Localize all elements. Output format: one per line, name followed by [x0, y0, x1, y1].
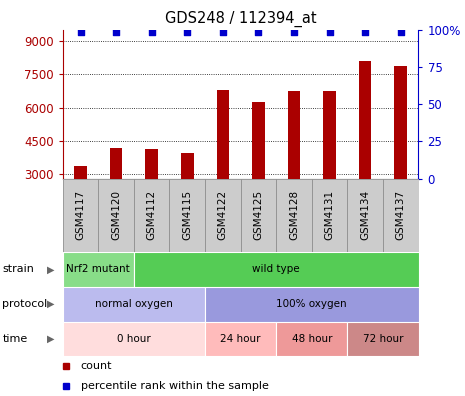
- Text: GSM4112: GSM4112: [146, 190, 157, 240]
- Text: GSM4131: GSM4131: [325, 190, 335, 240]
- Title: GDS248 / 112394_at: GDS248 / 112394_at: [165, 11, 317, 27]
- Text: percentile rank within the sample: percentile rank within the sample: [80, 381, 268, 391]
- Text: ▶: ▶: [47, 299, 55, 309]
- Bar: [63, 287, 205, 322]
- Bar: [74, 166, 87, 179]
- Point: [113, 29, 120, 35]
- Text: 24 hour: 24 hour: [220, 334, 261, 344]
- Bar: [312, 179, 347, 252]
- Text: GSM4134: GSM4134: [360, 190, 370, 240]
- Bar: [99, 179, 134, 252]
- Text: 0 hour: 0 hour: [117, 334, 151, 344]
- Point: [361, 29, 369, 35]
- Text: wild type: wild type: [252, 264, 300, 274]
- Text: strain: strain: [2, 264, 34, 274]
- Point: [290, 29, 298, 35]
- Bar: [288, 91, 300, 179]
- Text: ▶: ▶: [47, 334, 55, 344]
- Bar: [169, 179, 205, 252]
- Bar: [134, 179, 169, 252]
- Bar: [63, 179, 99, 252]
- Point: [219, 29, 226, 35]
- Text: GSM4128: GSM4128: [289, 190, 299, 240]
- Text: GSM4122: GSM4122: [218, 190, 228, 240]
- Bar: [63, 322, 205, 356]
- Bar: [359, 61, 372, 179]
- Bar: [181, 153, 193, 179]
- Point: [397, 29, 405, 35]
- Bar: [347, 179, 383, 252]
- Text: 100% oxygen: 100% oxygen: [277, 299, 347, 309]
- Bar: [323, 91, 336, 179]
- Point: [184, 29, 191, 35]
- Bar: [217, 90, 229, 179]
- Text: protocol: protocol: [2, 299, 47, 309]
- Bar: [110, 148, 122, 179]
- Bar: [134, 252, 418, 287]
- Bar: [347, 322, 418, 356]
- Point: [148, 29, 155, 35]
- Bar: [252, 102, 265, 179]
- Text: GSM4115: GSM4115: [182, 190, 193, 240]
- Text: time: time: [2, 334, 27, 344]
- Bar: [383, 179, 418, 252]
- Text: Nrf2 mutant: Nrf2 mutant: [66, 264, 130, 274]
- Bar: [205, 287, 418, 322]
- Text: count: count: [80, 361, 112, 371]
- Bar: [146, 148, 158, 179]
- Text: normal oxygen: normal oxygen: [95, 299, 173, 309]
- Point: [326, 29, 333, 35]
- Bar: [63, 252, 134, 287]
- Bar: [276, 322, 347, 356]
- Bar: [205, 322, 276, 356]
- Text: GSM4125: GSM4125: [253, 190, 264, 240]
- Text: GSM4137: GSM4137: [396, 190, 406, 240]
- Text: 48 hour: 48 hour: [292, 334, 332, 344]
- Bar: [241, 179, 276, 252]
- Text: GSM4120: GSM4120: [111, 190, 121, 240]
- Bar: [276, 179, 312, 252]
- Text: GSM4117: GSM4117: [75, 190, 86, 240]
- Text: ▶: ▶: [47, 264, 55, 274]
- Point: [77, 29, 84, 35]
- Point: [255, 29, 262, 35]
- Text: 72 hour: 72 hour: [363, 334, 403, 344]
- Bar: [205, 179, 241, 252]
- Bar: [394, 66, 407, 179]
